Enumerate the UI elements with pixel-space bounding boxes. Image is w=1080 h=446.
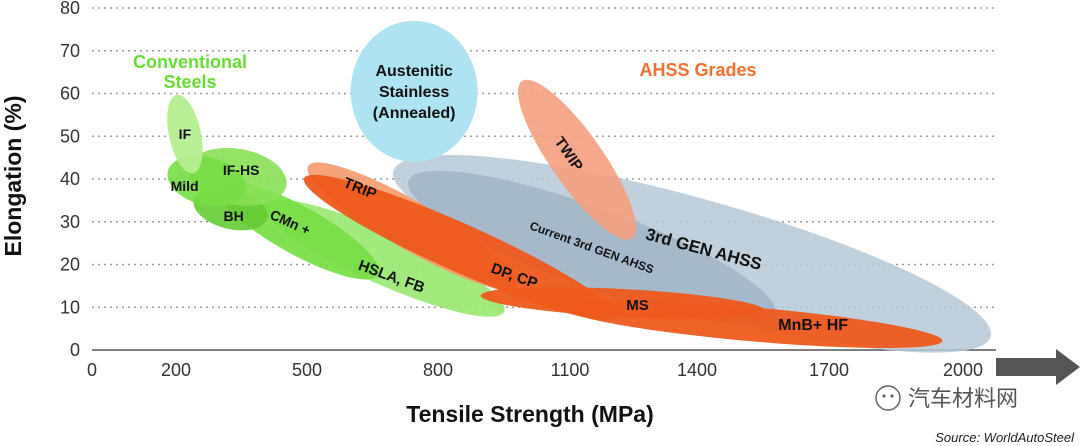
group-label-line-2: Steels [163, 72, 216, 92]
x-tick-label-500: 500 [292, 360, 322, 380]
region-label-if-line-1: IF [179, 126, 192, 142]
group-labels: Conventional Steels AHSS Grades [133, 52, 757, 92]
region-current-3rd-gen-ahss [408, 170, 776, 324]
region-label-mnb-hf-line-1: MnB+ HF [778, 317, 848, 334]
regions [167, 20, 992, 353]
wechat-icon-eye-left [882, 394, 886, 398]
x-tick-label-1400: 1400 [677, 360, 717, 380]
y-tick-label-30: 30 [60, 212, 80, 232]
x-axis-title: Tensile Strength (MPa) [406, 401, 654, 427]
watermark-text: 汽车材料网 [908, 387, 1018, 412]
axes [92, 349, 1080, 385]
group-label-line-1: Conventional [133, 52, 247, 72]
y-tick-label-0: 0 [70, 340, 80, 360]
y-tick-label-60: 60 [60, 84, 80, 104]
x-axis-arrow [996, 349, 1080, 385]
source-note: Source: WorldAutoSteel [935, 430, 1075, 445]
group-label-conventional-steels: Conventional Steels [133, 52, 247, 92]
region-mnb-hf [563, 300, 943, 349]
region-label-ms: MS [626, 297, 649, 314]
region-label-austenitic-stainless-annealed-line-2: Stainless [379, 84, 449, 101]
y-tick-label-40: 40 [60, 169, 80, 189]
wechat-icon-eye-right [890, 394, 894, 398]
y-tick-label-20: 20 [60, 255, 80, 275]
region-label-if-hs-line-1: IF-HS [223, 162, 260, 178]
group-label-ahss-grades: AHSS Grades [639, 60, 756, 80]
region-label-mild-line-1: Mild [171, 178, 199, 194]
region-label-bh-line-1: BH [223, 208, 243, 224]
region-label-austenitic-stainless-annealed-line-1: Austenitic [375, 63, 452, 80]
region-label-if-hs: IF-HS [223, 162, 260, 178]
x-tick-label-1100: 1100 [551, 360, 590, 380]
y-axis-title: Elongation (%) [0, 96, 26, 257]
region-if [167, 94, 203, 174]
y-tick-label-10: 10 [60, 297, 80, 317]
region-dp-cp [303, 174, 616, 320]
watermark: 汽车材料网 [875, 385, 1018, 412]
y-tick-label-70: 70 [60, 41, 80, 61]
x-tick-label-1700: 1700 [809, 360, 849, 380]
y-tick-label-80: 80 [60, 0, 80, 18]
x-tick-label-2000: 2000 [943, 360, 983, 380]
region-label-mnb-hf: MnB+ HF [778, 317, 848, 334]
x-tick-label-200: 200 [161, 360, 191, 380]
region-label-mild: Mild [171, 178, 199, 194]
x-tick-label-0: 0 [87, 360, 97, 380]
region-label-austenitic-stainless-annealed-line-3: (Annealed) [373, 105, 456, 122]
region-austenitic-stainless-annealed [350, 20, 478, 162]
wechat-icon [875, 385, 901, 411]
region-label-if: IF [179, 126, 192, 142]
region-label-ms-line-1: MS [626, 297, 649, 314]
region-label-austenitic-stainless-annealed: Austenitic Stainless (Annealed) [373, 63, 456, 122]
y-tick-label-50: 50 [60, 126, 80, 146]
region-label-bh: BH [223, 208, 243, 224]
group-label-line-1: AHSS Grades [639, 60, 756, 80]
region-twip [518, 79, 637, 240]
x-tick-label-800: 800 [423, 360, 453, 380]
